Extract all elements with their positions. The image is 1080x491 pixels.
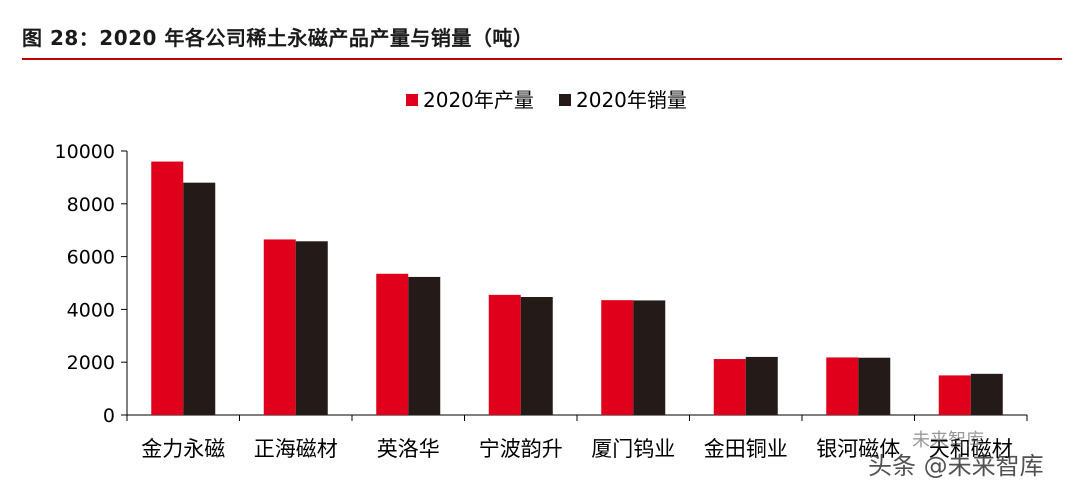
legend-label: 2020年销量 [576, 88, 687, 112]
bar-sales [633, 300, 666, 415]
x-category-label: 厦门钨业 [591, 437, 675, 461]
legend-swatch [406, 94, 418, 106]
bar-sales [295, 241, 328, 415]
x-category-label: 英洛华 [377, 437, 440, 461]
bar-production [263, 239, 296, 415]
bar-production [826, 357, 859, 415]
bar-sales [970, 373, 1003, 415]
bar-production [601, 300, 634, 415]
x-category-label: 天和磁材 [929, 437, 1013, 461]
bar-sales [858, 357, 891, 415]
x-category-label: 正海磁材 [254, 437, 338, 461]
legend-label: 2020年产量 [423, 88, 534, 112]
watermark: 头条 @未来智库 [868, 452, 1044, 480]
title-divider [22, 58, 1062, 60]
bar-sales [745, 356, 778, 415]
bar-production [713, 359, 746, 415]
bar-sales [183, 182, 216, 415]
x-category-label: 金力永磁 [141, 437, 225, 461]
bar-production [488, 294, 521, 415]
y-tick-label: 2000 [67, 352, 115, 374]
bar-sales [408, 276, 441, 415]
watermark-small: 未来智库 [912, 430, 984, 451]
bar-sales [520, 296, 553, 415]
y-tick-label: 0 [103, 405, 115, 427]
bar-production [151, 161, 184, 415]
legend-swatch [559, 94, 571, 106]
bar-production [938, 375, 971, 415]
x-category-label: 银河磁体 [816, 437, 900, 461]
y-tick-label: 4000 [67, 299, 115, 321]
chart-title: 图 28：2020 年各公司稀土永磁产品产量与销量（吨） [22, 26, 534, 50]
bar-production [376, 273, 409, 415]
y-tick-label: 10000 [55, 141, 115, 163]
x-category-label: 宁波韵升 [479, 437, 563, 461]
x-category-label: 金田铜业 [704, 437, 788, 461]
y-tick-label: 6000 [67, 247, 115, 269]
y-tick-label: 8000 [67, 194, 115, 216]
